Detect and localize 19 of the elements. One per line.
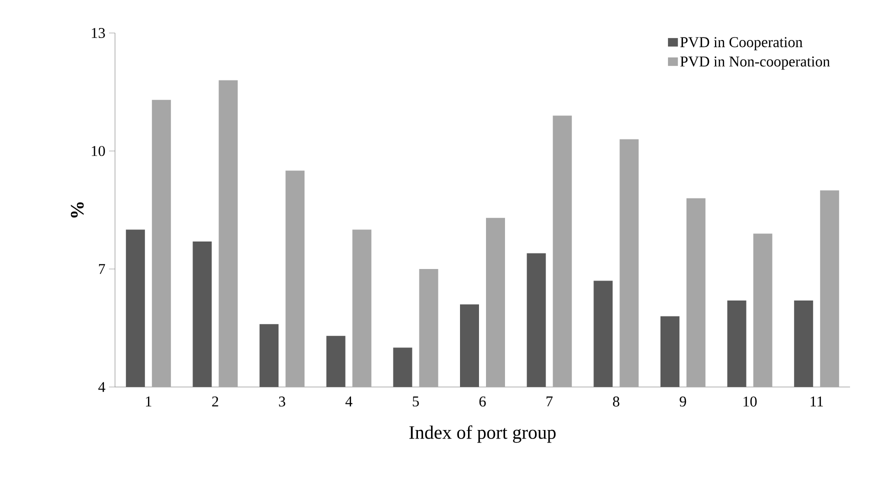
x-axis-title: Index of port group (409, 425, 556, 443)
x-tick-label: 4 (345, 396, 352, 406)
x-tick-label: 9 (680, 396, 686, 407)
x-tick-label: 5 (412, 396, 419, 406)
x-tick-label: 2 (212, 396, 218, 406)
legend-label: PVD in Non-cooperation (680, 56, 830, 70)
x-tick-label: 6 (479, 396, 486, 407)
x-tick-label: 8 (612, 396, 620, 407)
x-tick-label: 1 (146, 396, 152, 406)
legend-label: PVD in Cooperation (680, 37, 803, 50)
x-tick-label: 3 (279, 396, 286, 407)
y-tick-label: 7 (99, 264, 106, 274)
x-tick-label: 10 (744, 396, 757, 407)
y-axis-title: % (70, 202, 84, 218)
x-tick-label: 11 (810, 396, 823, 406)
y-tick-label: 10 (92, 146, 105, 156)
y-tick-label: 13 (92, 28, 105, 38)
x-tick-label: 7 (546, 396, 553, 406)
y-tick-label: 4 (98, 382, 106, 392)
